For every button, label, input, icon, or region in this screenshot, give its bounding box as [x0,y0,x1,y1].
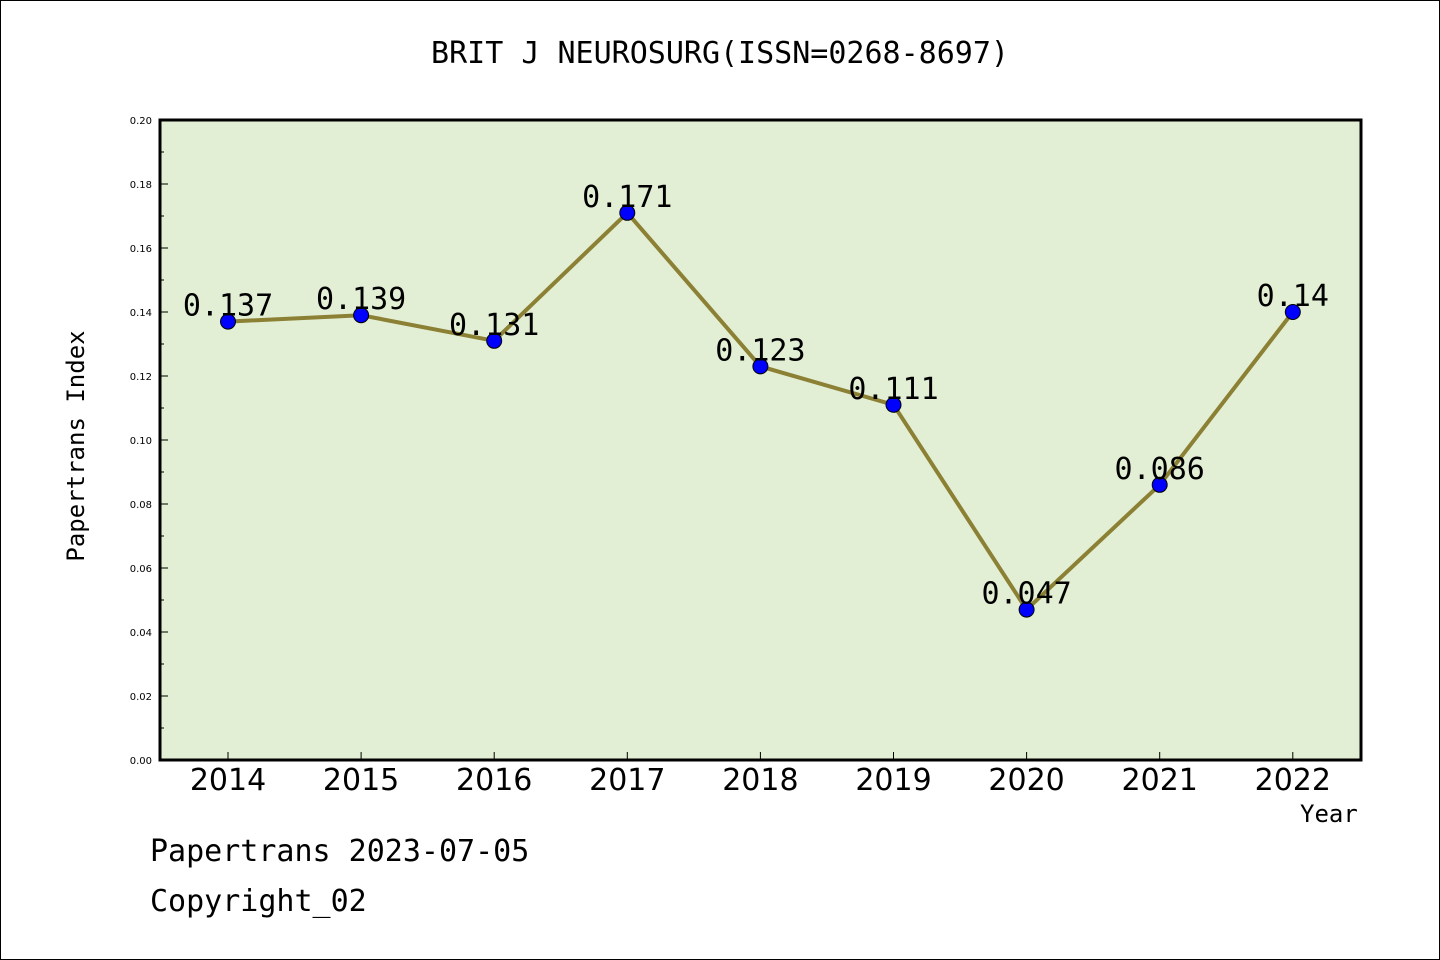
data-point [1151,476,1168,493]
y-axis: 0.00 0.02 0.04 0.06 0.08 0.10 0.12 0.14 0.16 0.18… [130,116,168,767]
data-point [885,396,902,413]
data-points [220,204,1301,618]
x-tick-label: 2014 [190,763,266,798]
x-axis-label: Year [1300,800,1358,828]
x-tick-label: 2019 [855,763,931,798]
x-tick-label: 2016 [456,763,532,798]
x-tick-label: 2022 [1255,763,1331,798]
x-tick-label: 2017 [589,763,665,798]
data-point [486,332,503,349]
y-tick-label: 0.10 [130,436,152,447]
y-tick-label: 0.08 [130,500,152,511]
chart-title: BRIT J NEUROSURG(ISSN=0268-8697) [431,36,1009,71]
data-point [353,307,370,324]
data-point [1018,601,1035,618]
x-tick-label: 2015 [323,763,399,798]
y-tick-label: 0.02 [130,692,152,703]
data-point [220,313,236,330]
y-tick-label: 0.00 [130,756,152,767]
y-tick-label: 0.18 [130,180,152,191]
y-tick-label: 0.06 [130,564,152,575]
x-axis: 2014 2015 2016 2017 2018 2019 2020 2021 2022 [190,752,1331,798]
y-tick-label: 0.20 [130,116,152,127]
data-point [619,204,636,221]
data-point [1284,304,1301,320]
data-labels: 0.137 0.139 0.131 0.171 0.123 0.111 0.047 0.086… [183,180,1329,612]
plot-border [158,118,1363,762]
data-label: 0.137 [183,289,273,324]
y-tick-label: 0.12 [130,372,152,383]
footer-copyright: Copyright_02 [150,884,367,919]
footer-source-date: Papertrans 2023-07-05 [150,834,530,869]
data-label: 0.139 [316,282,406,317]
data-label: 0.123 [715,333,805,368]
y-tick-label: 0.16 [130,244,152,255]
data-label: 0.171 [582,180,672,215]
data-label: 0.086 [1115,452,1205,487]
data-label: 0.111 [848,372,938,407]
data-point [752,358,769,375]
plot-area [160,120,1361,760]
x-tick-label: 2021 [1122,763,1198,798]
y-tick-label: 0.14 [130,308,152,319]
data-label: 0.047 [981,577,1071,612]
x-tick-label: 2020 [988,763,1064,798]
x-tick-label: 2018 [722,763,798,798]
data-label: 0.14 [1257,279,1329,314]
y-tick-label: 0.04 [130,628,152,639]
data-label: 0.131 [449,308,539,343]
